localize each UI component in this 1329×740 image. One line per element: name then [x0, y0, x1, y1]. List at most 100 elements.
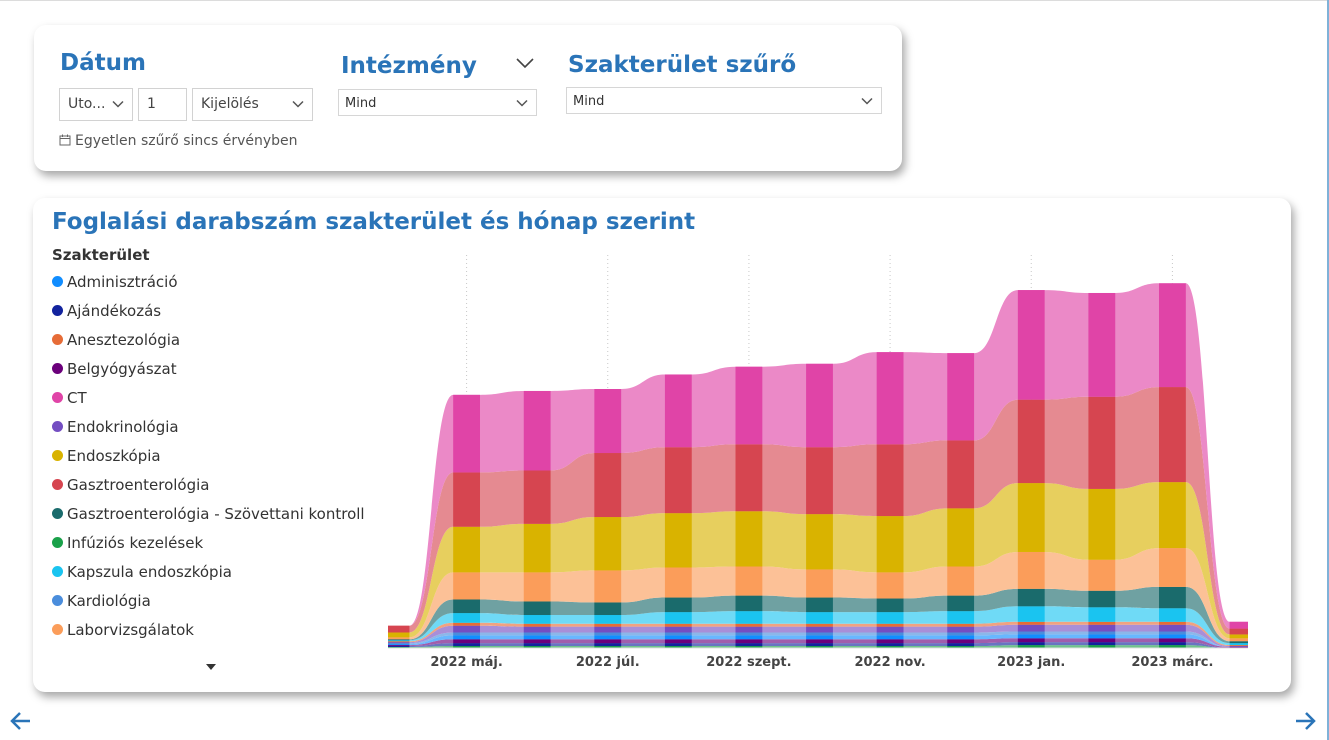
series-column-segment — [876, 612, 904, 624]
legend-item[interactable]: Laborvizsgálatok — [52, 618, 365, 647]
series-column-segment — [1088, 396, 1116, 489]
series-column-segment — [664, 646, 692, 648]
legend-swatch — [52, 566, 63, 577]
series-column-segment — [664, 447, 692, 514]
legend-item[interactable]: Ajándékozás — [52, 299, 365, 328]
legend-item[interactable]: Anesztezológia — [52, 328, 365, 357]
x-tick-label: 2023 jan. — [997, 655, 1065, 670]
institution-select[interactable]: Mind — [338, 89, 537, 116]
specialty-select[interactable]: Mind — [566, 87, 882, 114]
arrow-right-icon[interactable] — [1292, 708, 1318, 734]
series-column-segment — [735, 646, 763, 648]
series-column-segment — [1017, 624, 1045, 632]
legend-swatch — [52, 537, 63, 548]
series-column-segment — [388, 639, 410, 641]
series-column-segment — [523, 626, 551, 633]
series-column-segment — [1159, 608, 1186, 622]
series-column-segment — [947, 639, 975, 644]
series-column-segment — [388, 642, 410, 644]
series-column-segment — [806, 447, 833, 515]
series-column-segment — [1159, 638, 1186, 643]
series-column-segment — [523, 523, 551, 573]
series-column-segment — [523, 639, 551, 644]
date-count-input[interactable]: 1 — [138, 88, 187, 121]
series-column-segment — [1159, 631, 1186, 635]
series-column-segment — [1159, 634, 1186, 639]
legend-swatch — [52, 392, 63, 403]
series-column-segment — [735, 366, 763, 445]
series-column-segment — [664, 643, 692, 647]
chevron-down-icon — [112, 100, 124, 108]
series-column-segment — [1159, 624, 1186, 632]
series-column-segment — [594, 626, 622, 633]
series-column-segment — [1159, 482, 1186, 549]
series-column-segment — [594, 453, 622, 518]
series-column-segment — [594, 643, 622, 647]
legend-label: Adminisztráció — [67, 273, 178, 291]
date-unit-value: Kijelölés — [201, 96, 259, 112]
chevron-down-icon — [861, 97, 873, 105]
legend-label: Endokrinológia — [67, 418, 179, 436]
legend-swatch — [52, 479, 63, 490]
series-column-segment — [1229, 645, 1248, 647]
legend-item[interactable]: Endokrinológia — [52, 415, 365, 444]
legend-item[interactable]: Gasztroenterológia - Szövettani kontroll — [52, 502, 365, 531]
legend-item[interactable]: Kapszula endoszkópia — [52, 560, 365, 589]
series-column-segment — [806, 646, 833, 648]
series-column-segment — [388, 641, 410, 643]
series-column-segment — [594, 646, 622, 648]
legend-item[interactable]: Endoszkópia — [52, 444, 365, 473]
series-column-segment — [1159, 586, 1186, 609]
legend-swatch — [52, 276, 63, 287]
specialty-select-value: Mind — [573, 94, 605, 109]
series-column-segment — [876, 639, 904, 644]
caret-down-icon[interactable] — [206, 664, 216, 670]
legend-swatch — [52, 595, 63, 606]
ribbon-chart[interactable]: 2022 máj. 2022 júl. 2022 szept. 2022 nov. 20… — [388, 250, 1248, 675]
series-column-segment — [664, 567, 692, 598]
legend-label: Gasztroenterológia - Szövettani kontroll — [67, 505, 365, 523]
filter-status-text: Egyetlen szűrő sincs érvényben — [75, 133, 298, 149]
series-column-segment — [388, 646, 410, 648]
series-column-segment — [1088, 292, 1116, 397]
legend-item[interactable]: CT — [52, 386, 365, 415]
series-column-segment — [453, 622, 480, 626]
series-column-segment — [806, 569, 833, 598]
legend-item[interactable]: Gasztroenterológia — [52, 473, 365, 502]
series-column-segment — [876, 643, 904, 647]
date-period-type-select[interactable]: Uto... — [59, 88, 133, 121]
series-column-segment — [1088, 607, 1116, 622]
legend-swatch — [52, 363, 63, 374]
series-column-segment — [1017, 551, 1045, 589]
legend-item[interactable]: Kardiológia — [52, 589, 365, 618]
series-column-segment — [806, 514, 833, 570]
legend-swatch — [52, 508, 63, 519]
arrow-left-icon[interactable] — [8, 708, 34, 734]
legend-swatch — [52, 334, 63, 345]
series-column-segment — [1088, 642, 1116, 646]
series-column-segment — [1088, 638, 1116, 643]
series-column-segment — [947, 508, 975, 567]
institution-expand-chevron-icon[interactable] — [514, 55, 536, 71]
series-column-segment — [453, 472, 480, 527]
legend-label: Kardiológia — [67, 592, 151, 610]
legend-item[interactable]: Belgyógyászat — [52, 357, 365, 386]
series-column-segment — [664, 635, 692, 640]
series-column-segment — [523, 643, 551, 647]
legend-item[interactable]: Infúziós kezelések — [52, 531, 365, 560]
series-column-segment — [523, 390, 551, 471]
legend-item[interactable]: Adminisztráció — [52, 270, 365, 299]
series-column-segment — [453, 646, 480, 648]
top-border — [0, 0, 1329, 1]
x-tick-label: 2022 szept. — [706, 655, 791, 670]
date-unit-select[interactable]: Kijelölés — [192, 88, 313, 121]
series-column-segment — [594, 635, 622, 640]
legend-label: Ajándékozás — [67, 302, 162, 320]
series-column-segment — [453, 643, 480, 647]
series-column-segment — [735, 444, 763, 512]
series-column-segment — [1017, 606, 1045, 622]
series-column-segment — [388, 640, 410, 642]
series-column-segment — [806, 632, 833, 636]
legend-swatch — [52, 624, 63, 635]
series-column-segment — [523, 470, 551, 524]
